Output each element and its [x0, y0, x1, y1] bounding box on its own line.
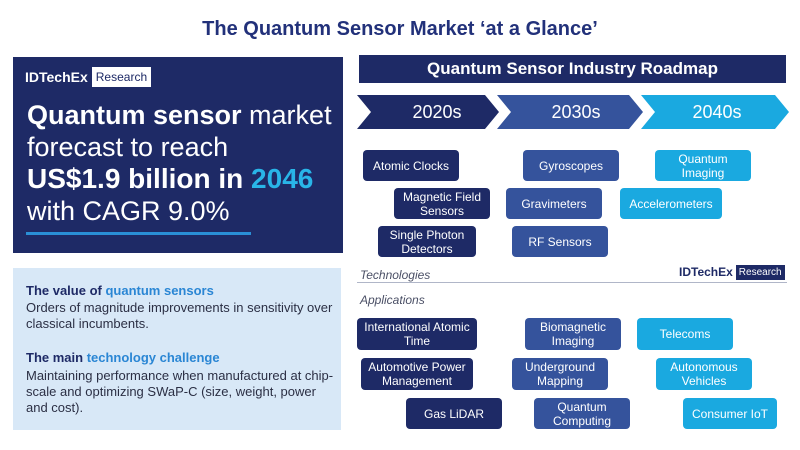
headline-panel: IDTechEx Research Quantum sensor market …: [13, 57, 343, 253]
brand-tag-small: Research: [735, 265, 785, 280]
app-international-atomic-time: International Atomic Time: [357, 318, 477, 350]
applications-label: Applications: [360, 293, 425, 307]
app-quantum-computing: Quantum Computing: [534, 398, 630, 429]
tech-gyroscopes: Gyroscopes: [523, 150, 619, 181]
app-consumer-iot: Consumer IoT: [683, 398, 777, 429]
decade-2030s: 2030s: [551, 102, 601, 122]
app-gas-lidar: Gas LiDAR: [406, 398, 502, 429]
value-heading-b: quantum sensors: [105, 283, 214, 298]
decade-2040s: 2040s: [692, 102, 742, 122]
tech-gravimeters: Gravimeters: [506, 188, 602, 219]
tech-accelerometers: Accelerometers: [620, 188, 722, 219]
headline-l3-bold: US$1.9 billion in: [27, 163, 252, 194]
decade-arrows: [357, 95, 789, 129]
technologies-label: Technologies: [360, 268, 431, 282]
tech-atomic-clocks: Atomic Clocks: [363, 150, 459, 181]
challenge-heading-a: The main: [26, 350, 87, 365]
headline-l2: forecast to reach: [27, 132, 229, 162]
brand-name-small: IDTechEx: [679, 265, 733, 279]
app-biomagnetic-imaging: Biomagnetic Imaging: [525, 318, 621, 350]
app-telecoms: Telecoms: [637, 318, 733, 350]
headline-underline: [26, 232, 251, 235]
page-title: The Quantum Sensor Market ‘at a Glance’: [202, 18, 598, 40]
headline-year: 2046: [251, 163, 314, 194]
value-heading: The value of quantum sensors: [26, 283, 214, 298]
challenge-heading: The main technology challenge: [26, 350, 220, 365]
app-underground-mapping: Underground Mapping: [512, 358, 608, 390]
challenge-heading-b: technology challenge: [86, 350, 220, 365]
roadmap-title: Quantum Sensor Industry Roadmap: [359, 55, 786, 83]
section-divider: [357, 282, 787, 283]
app-autonomous-vehicles: Autonomous Vehicles: [656, 358, 752, 390]
idtechex-logo: IDTechEx Research: [25, 67, 152, 87]
headline-l1-rest: market: [241, 100, 332, 130]
tech-single-photon-detectors: Single Photon Detectors: [378, 226, 476, 257]
brand-tag: Research: [91, 67, 152, 87]
arrow-2040s: [641, 95, 789, 129]
idtechex-logo-small: IDTechEx Research: [679, 265, 785, 280]
headline-l1-bold: Quantum sensor: [27, 100, 242, 130]
tech-magnetic-field-sensors: Magnetic Field Sensors: [394, 188, 490, 219]
info-panel: The value of quantum sensors Orders of m…: [13, 268, 341, 430]
app-automotive-power-management: Automotive Power Management: [361, 358, 473, 390]
tech-rf-sensors: RF Sensors: [512, 226, 608, 257]
brand-name: IDTechEx: [25, 69, 88, 85]
challenge-body: Maintaining performance when manufacture…: [26, 368, 334, 415]
arrow-2020s: [357, 95, 499, 129]
value-heading-a: The value of: [26, 283, 106, 298]
decade-2020s: 2020s: [412, 102, 462, 122]
value-body: Orders of magnitude improvements in sens…: [26, 300, 333, 331]
arrow-2030s: [497, 95, 643, 129]
market-forecast-headline: Quantum sensor market forecast to reach …: [27, 99, 347, 227]
headline-l4: with CAGR 9.0%: [27, 196, 230, 226]
tech-quantum-imaging: Quantum Imaging: [655, 150, 751, 181]
